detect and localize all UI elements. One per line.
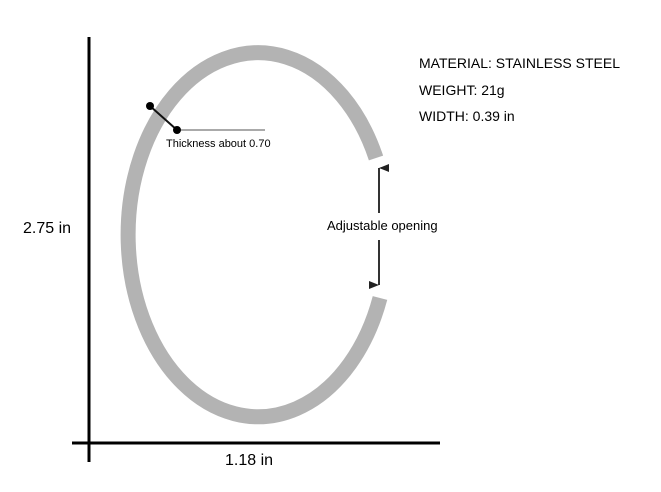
opening-label: Adjustable opening xyxy=(327,218,438,233)
thickness-leader xyxy=(149,105,178,131)
width-label: 1.18 in xyxy=(225,452,274,469)
ring-shape xyxy=(120,45,388,425)
thickness-label: Thickness about 0.70 xyxy=(166,138,271,150)
height-label: 2.75 in xyxy=(23,220,72,237)
thickness-dot-outer xyxy=(146,102,154,110)
spec-weight: WEIGHT: 21g xyxy=(419,82,505,98)
spec-width: WIDTH: 0.39 in xyxy=(419,108,515,124)
spec-material: MATERIAL: STAINLESS STEEL xyxy=(419,55,620,71)
thickness-dot-inner xyxy=(173,126,181,134)
